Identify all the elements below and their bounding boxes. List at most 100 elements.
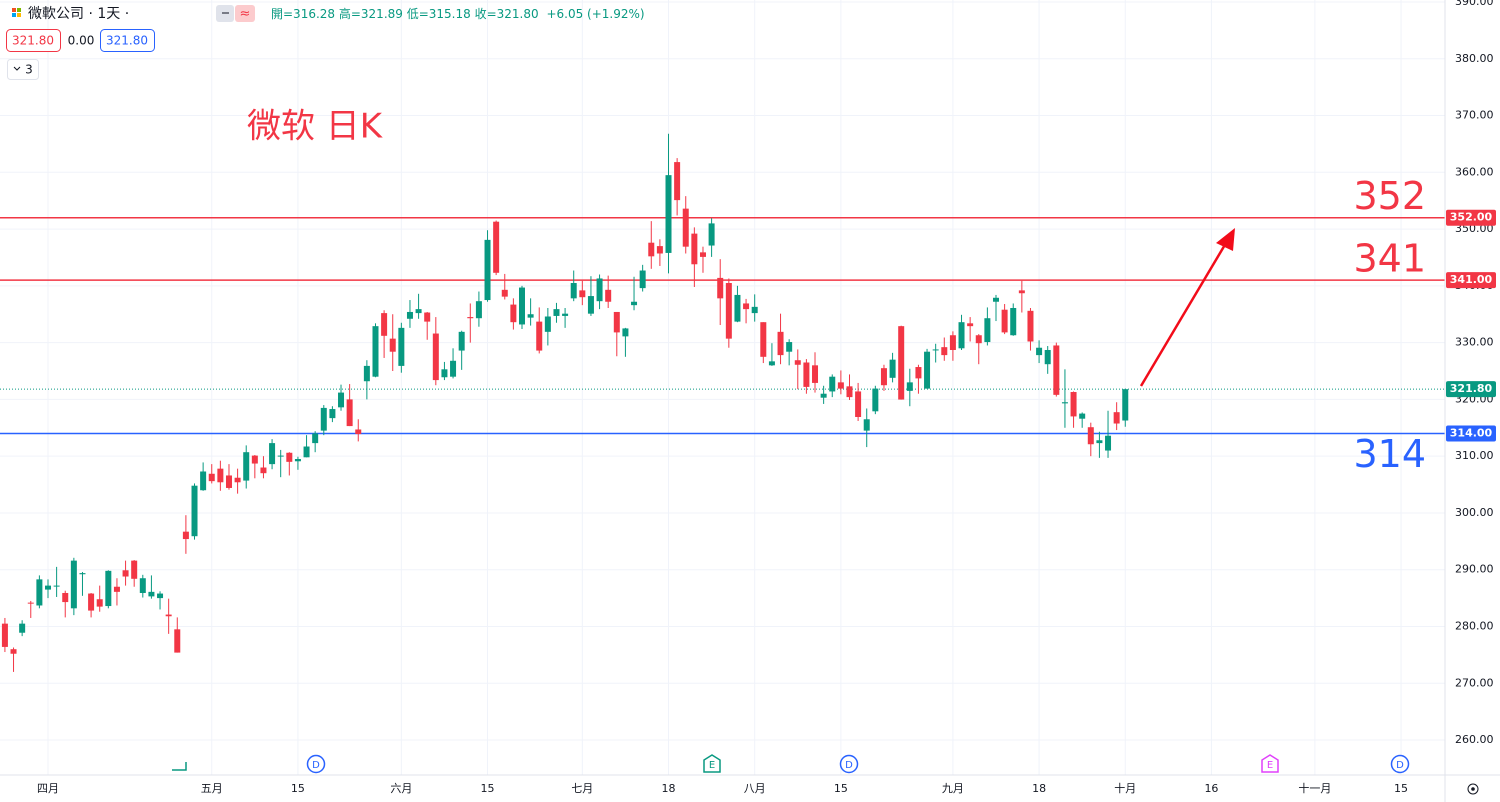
candle-body xyxy=(1053,345,1060,395)
candle-body xyxy=(1018,290,1025,294)
x-tick-label: 五月 xyxy=(201,782,223,795)
candle-body xyxy=(243,452,250,481)
candle-body xyxy=(174,629,181,653)
candle-body xyxy=(122,570,129,577)
candle-body xyxy=(432,333,439,381)
level-big-label: 341 xyxy=(1353,237,1426,281)
candle-body xyxy=(708,223,715,246)
candle-body xyxy=(475,301,482,319)
buy-box[interactable] xyxy=(100,29,155,52)
x-tick-label: 15 xyxy=(291,782,305,795)
candle-body xyxy=(294,459,301,462)
candle-body xyxy=(346,399,353,427)
x-tick-label: 六月 xyxy=(390,782,412,795)
candle-body xyxy=(1044,350,1051,365)
candle-body xyxy=(527,314,534,318)
candle-body xyxy=(553,309,560,316)
candle-body xyxy=(906,382,913,391)
spread: 0.00 xyxy=(68,34,95,48)
candle-body xyxy=(587,296,594,314)
candle-body xyxy=(734,294,741,322)
y-tick-label: 260.00 xyxy=(1455,733,1494,746)
earnings-marker xyxy=(1261,754,1279,773)
indicator-toggle[interactable] xyxy=(7,59,39,80)
arrow-line xyxy=(1139,242,1228,387)
candle-body xyxy=(751,306,758,314)
candle-body xyxy=(699,252,706,257)
candle-body xyxy=(768,361,775,366)
axes: 260.00270.00280.00290.00300.00310.00320.… xyxy=(37,0,1496,795)
candle-body xyxy=(992,297,999,302)
y-tick-label: 300.00 xyxy=(1455,506,1494,519)
candle-body xyxy=(182,531,189,540)
candle-body xyxy=(665,175,672,253)
candle-body xyxy=(837,382,844,389)
level-big-label: 314 xyxy=(1353,432,1426,476)
candle-body xyxy=(631,301,638,306)
candle-body xyxy=(674,162,681,201)
last-price-label: 321.80 xyxy=(1450,382,1493,395)
candle-body xyxy=(355,429,362,435)
candle-body xyxy=(1096,440,1103,444)
candle-body xyxy=(450,360,457,377)
candle-body xyxy=(1113,412,1120,424)
candle-body xyxy=(872,388,879,412)
candle-body xyxy=(312,433,319,444)
candle-body xyxy=(10,649,17,654)
event-label: E xyxy=(1267,760,1273,771)
dividend-marker xyxy=(1390,754,1410,774)
sell-box[interactable] xyxy=(6,29,61,52)
x-tick-label: 十月 xyxy=(1114,781,1136,795)
icon xyxy=(222,12,229,14)
candle-body xyxy=(217,468,224,483)
candle-body xyxy=(949,335,956,351)
candle-body xyxy=(484,239,491,301)
candle-body xyxy=(381,313,388,336)
candle-body xyxy=(786,342,793,352)
candle-body xyxy=(251,455,258,464)
candle-body xyxy=(105,570,112,607)
candle-body xyxy=(363,365,370,382)
candle-body xyxy=(225,475,232,488)
level-tag-label: 314.00 xyxy=(1450,426,1493,439)
event-label: E xyxy=(709,760,715,771)
level-big-label: 352 xyxy=(1353,174,1426,218)
candle-body xyxy=(139,578,146,593)
candle-body xyxy=(406,311,413,319)
candle-body xyxy=(510,304,517,323)
dividend-marker xyxy=(306,754,326,774)
y-tick-label: 370.00 xyxy=(1455,109,1494,122)
candle-body xyxy=(19,623,26,633)
logo xyxy=(17,13,21,17)
candle-body xyxy=(1027,310,1034,342)
level-tag-label: 341.00 xyxy=(1450,273,1493,286)
compare-button[interactable] xyxy=(235,5,255,22)
candle-body xyxy=(1079,413,1086,419)
candle-body xyxy=(424,312,431,322)
dividend-marker xyxy=(839,754,859,774)
candle-body xyxy=(1122,389,1129,421)
candle-body xyxy=(45,585,52,590)
candle-body xyxy=(269,443,276,465)
y-tick-label: 280.00 xyxy=(1455,619,1494,632)
candle-body xyxy=(320,407,327,431)
logo xyxy=(12,8,16,12)
candle-body xyxy=(941,347,948,356)
candle-body xyxy=(260,467,267,474)
annotation: 微软 日K xyxy=(247,107,384,147)
indicator-count: 3 xyxy=(25,63,33,77)
candle-body xyxy=(493,221,500,273)
candle-body xyxy=(286,452,293,462)
candle-body xyxy=(441,369,448,378)
candle-body xyxy=(846,386,853,398)
x-tick-label: 18 xyxy=(1032,782,1046,795)
candle-body xyxy=(958,322,965,349)
settings-icon[interactable] xyxy=(1467,783,1479,795)
candle-body xyxy=(165,614,172,617)
candle-body xyxy=(389,338,396,352)
split-icon xyxy=(172,762,187,771)
candle-body xyxy=(1087,427,1094,445)
x-tick-label: 十一月 xyxy=(1298,781,1331,795)
candle-body xyxy=(372,326,379,377)
